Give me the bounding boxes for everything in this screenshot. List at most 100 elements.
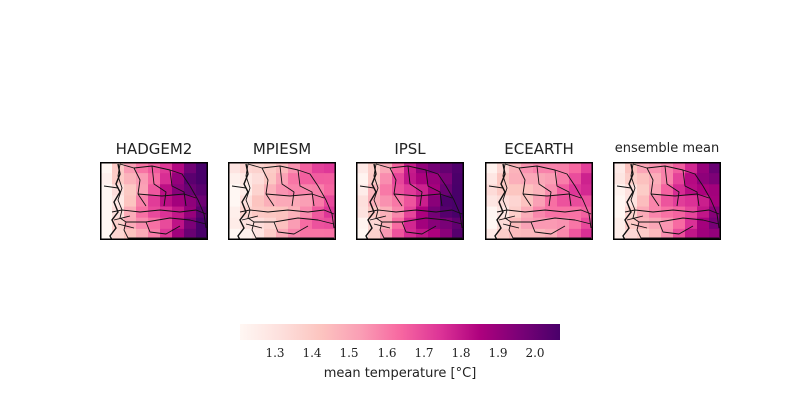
region-border bbox=[498, 215, 516, 221]
region-border bbox=[504, 163, 592, 229]
region-border bbox=[169, 169, 187, 207]
grid-cell bbox=[380, 184, 393, 197]
region-border bbox=[650, 193, 710, 199]
region-border bbox=[682, 169, 700, 207]
grid-cell bbox=[160, 184, 173, 197]
grid-cell bbox=[485, 206, 498, 219]
region-border bbox=[111, 209, 123, 213]
grid-cell bbox=[300, 162, 313, 174]
grid-cell bbox=[416, 195, 429, 208]
grid-cell bbox=[264, 184, 277, 197]
grid-cell bbox=[392, 184, 405, 197]
region-border bbox=[367, 209, 379, 213]
temperature-map bbox=[228, 162, 336, 240]
grid-cell bbox=[172, 184, 185, 197]
grid-cell bbox=[557, 217, 570, 230]
grid-cell bbox=[172, 195, 185, 208]
grid-cell bbox=[124, 184, 137, 197]
grid-cell bbox=[404, 162, 417, 174]
grid-cell bbox=[356, 162, 369, 174]
temperature-map bbox=[613, 162, 721, 240]
grid-cell bbox=[613, 228, 626, 240]
grid-cell bbox=[228, 206, 241, 219]
grid-cell bbox=[685, 228, 698, 240]
panel-title: ensemble mean bbox=[614, 141, 720, 156]
grid-cell bbox=[649, 173, 662, 185]
grid-cell bbox=[276, 195, 289, 208]
region-border bbox=[506, 209, 592, 215]
grid-cell bbox=[312, 217, 325, 230]
grid-cell bbox=[324, 184, 336, 197]
map-svg bbox=[100, 162, 208, 240]
grid-cell bbox=[252, 195, 265, 208]
grid-cell bbox=[380, 217, 393, 230]
grid-cell bbox=[685, 217, 698, 230]
region-border bbox=[241, 215, 259, 221]
grid-cell bbox=[440, 217, 453, 230]
grid-cell bbox=[312, 195, 325, 208]
region-border bbox=[119, 163, 207, 229]
grid-cell bbox=[485, 173, 498, 185]
grid-cell bbox=[392, 173, 405, 185]
grid-cell bbox=[312, 206, 325, 219]
grid-cell bbox=[452, 162, 464, 174]
region-border bbox=[145, 221, 181, 235]
grid-cell bbox=[416, 217, 429, 230]
grid-cell bbox=[172, 162, 185, 174]
region-border bbox=[279, 165, 295, 207]
region-border bbox=[151, 165, 167, 207]
grid-cell bbox=[356, 206, 369, 219]
grid-cell bbox=[124, 162, 137, 174]
grid-cell bbox=[300, 228, 313, 240]
colorbar: 1.3 1.4 1.5 1.6 1.7 1.8 1.9 2.0 mean tem… bbox=[240, 324, 560, 394]
grid-cell bbox=[509, 217, 522, 230]
grid-cell bbox=[557, 228, 570, 240]
grid-cell bbox=[709, 184, 721, 197]
grid-cell bbox=[100, 206, 113, 219]
grid-cell bbox=[196, 195, 208, 208]
grid-cell bbox=[124, 228, 137, 240]
grid-cell bbox=[533, 184, 546, 197]
grid-cell bbox=[557, 206, 570, 219]
grid-cell bbox=[136, 217, 149, 230]
grid-cell bbox=[184, 206, 197, 219]
region-border bbox=[389, 167, 403, 207]
grid-cell bbox=[673, 162, 686, 174]
map-svg bbox=[356, 162, 464, 240]
grid-cell bbox=[661, 162, 674, 174]
colorbar-tick: 1.4 bbox=[302, 346, 322, 360]
grid-cell bbox=[497, 217, 510, 230]
grid-cell bbox=[276, 184, 289, 197]
grid-cell bbox=[252, 184, 265, 197]
grid-cell bbox=[485, 195, 498, 208]
grid-cell bbox=[404, 228, 417, 240]
grid-cell bbox=[509, 184, 522, 197]
grid-cell bbox=[288, 217, 301, 230]
grid-cell bbox=[637, 217, 650, 230]
grid-cell bbox=[521, 217, 534, 230]
grid-cell bbox=[569, 206, 582, 219]
grid-cell bbox=[649, 217, 662, 230]
colorbar-tick: 1.8 bbox=[451, 346, 471, 360]
grid-cell bbox=[356, 217, 369, 230]
grid-cell bbox=[228, 217, 241, 230]
grid-cell bbox=[709, 195, 721, 208]
grid-cell bbox=[428, 173, 441, 185]
grid-cell bbox=[416, 173, 429, 185]
grid-cell bbox=[228, 162, 241, 174]
grid-cell bbox=[312, 228, 325, 240]
grid-cell bbox=[649, 184, 662, 197]
grid-cell bbox=[569, 228, 582, 240]
grid-cell bbox=[324, 217, 336, 230]
grid-cell bbox=[557, 184, 570, 197]
grid-cell bbox=[440, 173, 453, 185]
grid-cell bbox=[324, 162, 336, 174]
region-border bbox=[530, 221, 566, 235]
grid-cell bbox=[428, 228, 441, 240]
region-border bbox=[247, 163, 335, 229]
region-border bbox=[664, 165, 680, 207]
grid-cell bbox=[136, 162, 149, 174]
grid-cell bbox=[428, 206, 441, 219]
region-border bbox=[518, 167, 532, 207]
grid-cell bbox=[581, 228, 593, 240]
